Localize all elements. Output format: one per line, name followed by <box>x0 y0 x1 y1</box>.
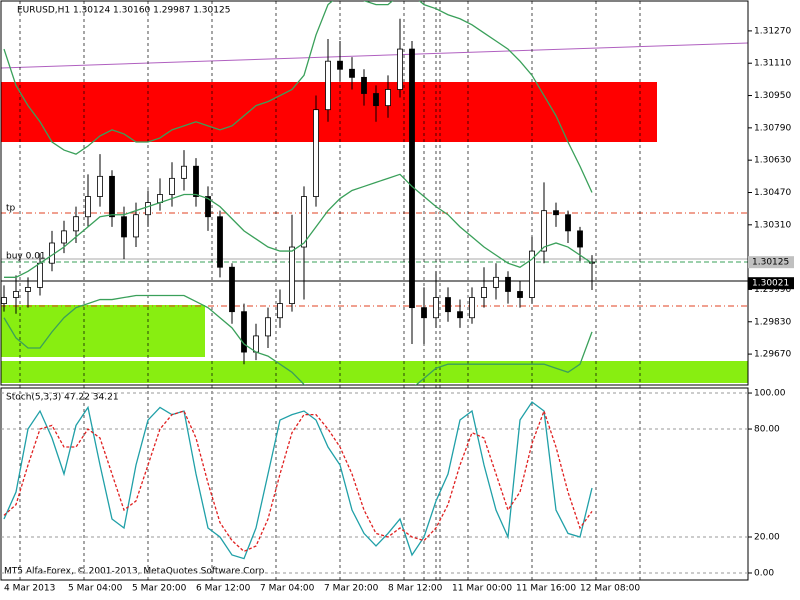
series-line <box>3 401 593 560</box>
x-tick-label: 11 Mar 16:00 <box>516 584 576 594</box>
support-zone <box>1 361 748 383</box>
y-tick-label: 1.31270 <box>754 26 791 36</box>
y-tick-label: 1.29670 <box>754 350 791 360</box>
candle-body <box>277 303 283 319</box>
candle-body <box>457 311 463 319</box>
series-line <box>3 409 593 553</box>
candle-body <box>541 210 547 252</box>
candle-body <box>481 287 487 298</box>
series-line <box>3 294 593 385</box>
candle-body <box>121 216 127 238</box>
candle-body <box>253 335 259 353</box>
tp-label: tp <box>6 204 16 214</box>
candle-body <box>25 287 31 292</box>
y-tick-label: 1.29830 <box>754 317 791 327</box>
candle-body <box>445 297 451 313</box>
candle-body <box>37 262 43 288</box>
candle-body <box>565 214 571 232</box>
y-tick-label: 20.00 <box>754 532 780 542</box>
y-tick-label: 1.30790 <box>754 123 791 133</box>
candle-body <box>385 89 391 107</box>
candle-body <box>553 210 559 216</box>
candle-body <box>85 196 91 218</box>
price-label: 1.30021 <box>752 279 789 289</box>
x-tick-label: 7 Mar 04:00 <box>260 584 315 594</box>
plot <box>1 1 595 385</box>
x-tick-label: 11 Mar 00:00 <box>452 584 512 594</box>
candle-body <box>73 216 79 232</box>
y-tick-label: 80.00 <box>754 425 780 435</box>
plot <box>3 401 593 560</box>
x-tick-label: 12 Mar 08:00 <box>580 584 640 594</box>
y-tick-label: 1.31110 <box>754 59 791 69</box>
footer: MT5 Alfa-Forex, © 2001-2013, MetaQuotes … <box>4 567 267 577</box>
chart-title: EURUSD,H1 1.30124 1.30160 1.29987 1.3012… <box>17 6 230 16</box>
candle-body <box>517 291 523 298</box>
candle-body <box>145 202 151 216</box>
candle-body <box>1 297 7 304</box>
y-tick-label: 1.30310 <box>754 220 791 230</box>
candle-body <box>241 311 247 353</box>
candle-body <box>13 291 19 298</box>
x-tick-label: 5 Mar 04:00 <box>68 584 123 594</box>
series-line <box>3 1 593 193</box>
candle-body <box>325 60 331 111</box>
y-tick-label: 1.30630 <box>754 156 791 166</box>
candle-body <box>301 196 307 248</box>
candle-body <box>109 175 115 218</box>
price-box <box>748 277 794 290</box>
x-tick-label: 4 Mar 2013 <box>4 584 55 594</box>
candle-body <box>217 216 223 268</box>
price-label: 1.30125 <box>752 258 789 268</box>
y-tick-label: 1.30950 <box>754 91 791 101</box>
candle-body <box>373 93 379 107</box>
candle-body <box>469 297 475 319</box>
candle-body <box>577 230 583 248</box>
y-tick-label: 1.29990 <box>754 285 791 295</box>
candle-body <box>181 165 187 179</box>
x-tick-label: 6 Mar 12:00 <box>196 584 251 594</box>
candle-body <box>205 196 211 218</box>
candle-body <box>97 175 103 197</box>
candle-body <box>397 48 403 90</box>
candle-body <box>421 307 427 319</box>
zones <box>1 42 748 383</box>
candle-body <box>409 48 415 309</box>
candle-body <box>337 60 343 70</box>
y-tick-label: 1.30470 <box>754 188 791 198</box>
candle-body <box>349 68 355 78</box>
buy-label: buy 0.01 <box>6 252 46 262</box>
candle-body <box>49 242 55 264</box>
candle-body <box>433 297 439 319</box>
x-tick-label: 5 Mar 20:00 <box>132 584 187 594</box>
candle-body <box>229 266 235 313</box>
x-tick-label: 8 Mar 12:00 <box>388 584 443 594</box>
candle-body <box>169 177 175 195</box>
candle-body <box>361 76 367 94</box>
support-zone <box>1 305 205 357</box>
candle-body <box>133 214 139 238</box>
candle-body <box>529 250 535 298</box>
series-line <box>4 173 593 278</box>
candle-body <box>61 230 67 244</box>
candle-body <box>265 317 271 337</box>
candle-body <box>505 276 511 292</box>
y-tick-label: 100.00 <box>754 389 786 399</box>
trend-line <box>1 42 748 69</box>
stoch-frame <box>0 387 749 581</box>
y-tick-label: 0.00 <box>754 568 774 578</box>
candle-body <box>313 109 319 197</box>
price-box <box>748 256 794 269</box>
x-tick-label: 7 Mar 20:00 <box>324 584 379 594</box>
candle-body <box>493 276 499 288</box>
candle-body <box>289 246 295 304</box>
main-frame <box>0 0 749 386</box>
stoch-title: Stoch(5,3,3) 47.22 34.21 <box>6 393 119 403</box>
candle-body <box>193 165 199 197</box>
